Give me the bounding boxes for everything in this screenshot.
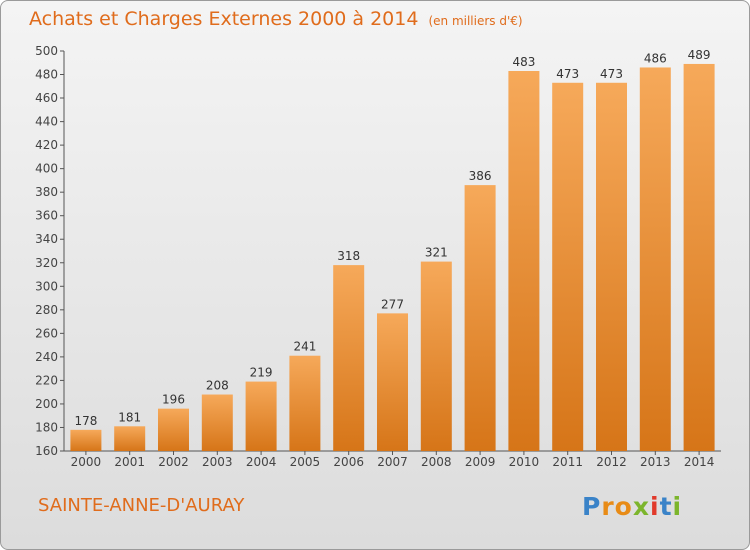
y-tick-label: 400 [35,162,58,176]
x-tick-label: 2003 [202,455,233,469]
data-label: 473 [556,67,579,81]
bar-2006 [333,265,365,451]
x-tick-label: 2001 [114,455,145,469]
bar-2011 [552,82,584,451]
location-name: SAINTE-ANNE-D'AURAY [38,495,245,516]
data-label: 219 [250,366,273,380]
y-tick-label: 280 [35,303,58,317]
data-label: 208 [206,379,229,393]
y-tick-label: 360 [35,209,58,223]
data-label: 483 [512,55,535,69]
y-tick-label: 260 [35,326,58,340]
data-label: 473 [600,67,623,81]
bar-2014 [683,63,715,452]
y-tick-label: 200 [35,397,58,411]
y-tick-label: 500 [35,44,58,58]
y-tick-label: 480 [35,68,58,82]
bar-2010 [508,71,540,451]
logo-letter: t [659,492,673,521]
chart-unit: (en milliers d'€) [428,14,523,28]
logo-letter: i [672,492,683,521]
x-tick-label: 2005 [290,455,321,469]
label-layer: 2000 178 2001 181 2002 196 2003 208 2004 219 2005 2… [71,48,715,469]
data-label: 386 [469,169,492,183]
data-label: 489 [688,48,711,62]
bar-2004 [245,381,277,451]
x-tick-label: 2000 [71,455,102,469]
x-tick-label: 2008 [421,455,452,469]
x-tick-label: 2013 [640,455,671,469]
data-label: 181 [118,410,141,424]
x-tick-label: 2004 [246,455,277,469]
bar-2007 [377,313,408,451]
logo-letter: o [614,492,633,521]
bar-chart: 160 180 200 220 240 260 280 300 320 340 360 380 400 4… [35,44,721,469]
x-tick-label: 2014 [684,455,715,469]
data-label: 318 [337,249,360,263]
y-tick-label: 180 [35,420,58,434]
y-tick-label: 340 [35,232,58,246]
bar-2001 [114,426,146,451]
y-tick-label: 300 [35,279,58,293]
chart-title: Achats et Charges Externes 2000 à 2014 (e… [29,8,523,30]
x-tick-label: 2009 [465,455,496,469]
y-tick-label: 240 [35,350,58,364]
bar-2005 [289,355,321,451]
x-tick-label: 2007 [377,455,408,469]
data-label: 486 [644,51,667,65]
bar-2012 [596,82,627,451]
y-tick-label: 320 [35,256,58,270]
data-label: 196 [162,393,185,407]
y-tick-label: 380 [35,185,58,199]
x-tick-label: 2012 [596,455,627,469]
bar-2008 [420,261,452,451]
proxiti-logo: Proxiti [582,492,692,522]
bar-layer [70,63,715,452]
data-label: 277 [381,297,404,311]
y-tick-label: 220 [35,373,58,387]
chart-title-text: Achats et Charges Externes 2000 à 2014 [29,8,419,30]
y-tick-label: 420 [35,138,58,152]
logo-letter: x [632,492,650,521]
bar-2003 [201,394,233,451]
x-tick-label: 2006 [333,455,364,469]
data-label: 241 [293,340,316,354]
y-tick-label: 440 [35,115,58,129]
bar-2009 [464,185,496,451]
data-label: 178 [74,414,97,428]
bar-2002 [158,408,189,451]
logo-letter: P [582,492,602,521]
x-tick-label: 2010 [509,455,540,469]
logo-letter: r [601,492,615,521]
x-tick-label: 2011 [552,455,583,469]
bar-2000 [70,429,102,451]
data-label: 321 [425,246,448,260]
x-tick-label: 2002 [158,455,189,469]
y-tick-label: 460 [35,91,58,105]
y-tick-label: 160 [35,444,58,458]
bar-2013 [639,67,671,452]
logo-letter: i [650,492,660,521]
